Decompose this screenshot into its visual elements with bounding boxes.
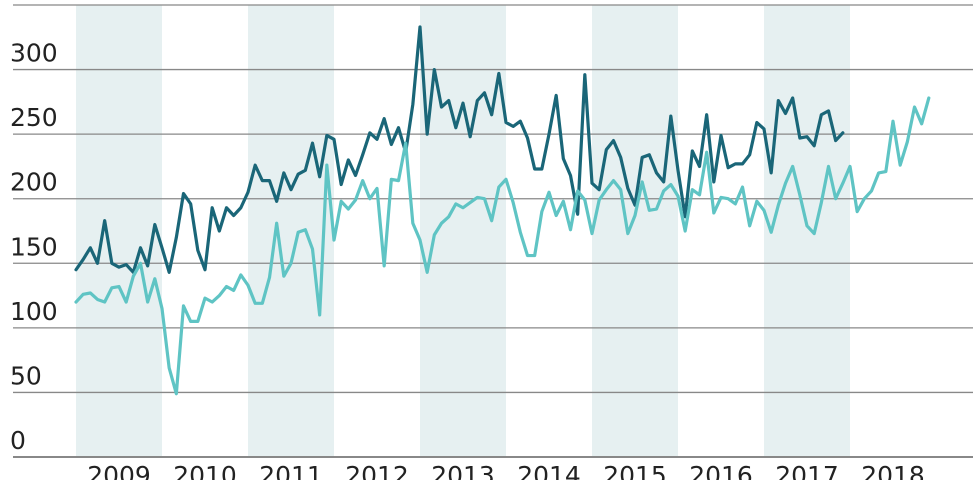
x-tick-label-2012: 2012 [345, 461, 409, 480]
x-tick-label-2013: 2013 [431, 461, 495, 480]
x-tick-label-2015: 2015 [603, 461, 667, 480]
y-tick-label-50: 50 [10, 361, 42, 390]
y-tick-label-350: 350 [10, 0, 58, 3]
x-tick-label-2017: 2017 [775, 461, 839, 480]
x-tick-label-2018: 2018 [861, 461, 925, 480]
y-tick-label-150: 150 [10, 232, 58, 261]
x-axis-tick-labels: 2009 2010 2011 2012 2013 2014 2015 2016 2017 2018 [87, 461, 925, 480]
shade-band-2017 [764, 5, 850, 457]
shaded-year-bands [76, 5, 850, 457]
shade-band-2009 [76, 5, 162, 457]
x-tick-label-2016: 2016 [689, 461, 753, 480]
series-line-2 [74, 96, 931, 396]
shade-band-2011 [248, 5, 334, 457]
x-tick-label-2010: 2010 [173, 461, 237, 480]
x-tick-label-2009: 2009 [87, 461, 151, 480]
y-tick-label-300: 300 [10, 39, 58, 68]
gridlines [13, 4, 973, 458]
shade-band-2015 [592, 5, 678, 457]
series-line-1 [74, 25, 845, 274]
y-tick-label-100: 100 [10, 297, 58, 326]
y-tick-label-250: 250 [10, 103, 58, 132]
y-tick-label-200: 200 [10, 168, 58, 197]
y-axis-tick-labels: 0 50 100 150 200 250 300 350 [10, 0, 58, 455]
x-tick-label-2011: 2011 [259, 461, 323, 480]
y-tick-label-0: 0 [10, 426, 26, 455]
series-lines [74, 25, 931, 396]
x-tick-label-2014: 2014 [517, 461, 581, 480]
